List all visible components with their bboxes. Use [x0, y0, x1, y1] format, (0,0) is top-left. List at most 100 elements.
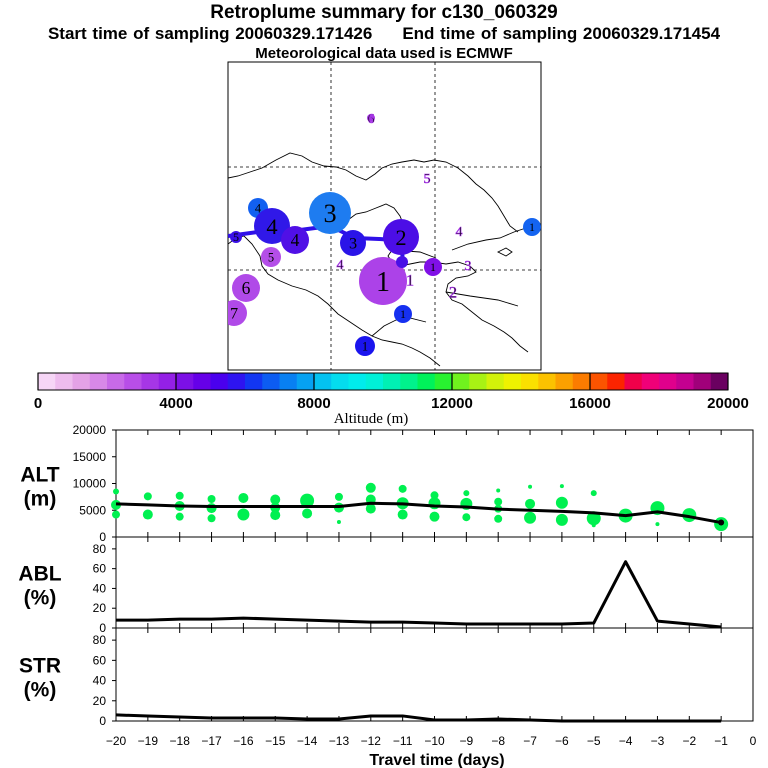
x-tick-label: −5	[587, 734, 601, 748]
plume-day-label: 4	[255, 201, 262, 215]
map-day-label: 5	[424, 172, 431, 187]
y-tick-label: 60	[93, 562, 107, 576]
alt-scatter-point	[555, 496, 568, 509]
colorbar-ticks: 0 4000 8000 12000 16000 20000	[34, 373, 749, 412]
alt-scatter-point	[463, 490, 470, 497]
x-tick-label: −9	[460, 734, 474, 748]
plume-circle	[367, 114, 375, 122]
x-tick-label: −1	[714, 734, 728, 748]
colorbar-cell	[89, 373, 108, 390]
colorbar-cell	[555, 373, 574, 390]
plume-day-label: 1	[376, 267, 390, 298]
alt-scatter-point	[334, 492, 343, 501]
x-tick-label: −2	[682, 734, 696, 748]
plume-day-label: 3	[323, 199, 336, 228]
alt-scatter-point	[112, 510, 120, 519]
plume-circle	[228, 300, 247, 326]
alt-scatter-point	[462, 513, 471, 522]
colorbar-cell	[227, 373, 246, 390]
colorbar-cell	[210, 373, 229, 390]
plume-day-label: 5	[268, 250, 274, 264]
colorbar-cell	[469, 373, 487, 390]
colorbar-cell	[452, 373, 470, 390]
alt-scatter-point	[142, 509, 153, 520]
panel-ylabel-units: (m)	[24, 488, 57, 511]
alt-scatter-point	[365, 482, 376, 493]
met-data-label: Meteorological data used is ECMWF	[255, 45, 513, 62]
alt-scatter-point	[496, 488, 501, 493]
alt-scatter-point	[559, 484, 564, 489]
map-day-label: 4	[456, 225, 463, 240]
y-tick-label: 60	[93, 653, 107, 667]
x-tick-label: −15	[265, 734, 286, 748]
panel-ylabel: ALT	[20, 464, 59, 487]
plume-day-label: 5	[233, 230, 239, 244]
alt-scatter-point	[300, 493, 315, 508]
alt-scatter-point	[586, 511, 601, 526]
colorbar-cell	[38, 373, 56, 390]
alt-scatter-point	[398, 484, 407, 493]
colorbar-cell	[659, 373, 677, 390]
alt-scatter-point	[590, 490, 597, 497]
colorbar-cell	[434, 373, 453, 390]
colorbar-cell	[193, 373, 211, 390]
alt-scatter-point	[207, 495, 216, 504]
colorbar-cell	[521, 373, 539, 390]
x-axis: −20 −19 −18 −17 −16 −15 −14 −13 −12 −11 −10 −9 −8 −7−…	[106, 734, 757, 768]
colorbar-cell	[348, 373, 367, 390]
plume-day-label: 1	[400, 307, 406, 321]
colorbar-tick-label: 4000	[159, 395, 192, 412]
colorbar-cell	[245, 373, 263, 390]
plume-day-label: 1	[529, 220, 535, 234]
y-tick-label: 15000	[73, 450, 107, 464]
panel-ylabel-units: (%)	[24, 587, 57, 610]
colorbar-cell	[314, 373, 332, 390]
panel-frame	[115, 627, 754, 722]
x-tick-label: −3	[651, 734, 665, 748]
x-tick-label: −11	[393, 734, 413, 748]
colorbar-cell	[124, 373, 142, 390]
colorbar-cell	[538, 373, 556, 390]
alt-scatter-point	[494, 497, 503, 506]
colorbar-cell	[710, 373, 729, 390]
colorbar-cell	[383, 373, 401, 390]
x-tick-label: −7	[523, 734, 537, 748]
map-day-label: 6	[368, 112, 375, 127]
colorbar-cell	[590, 373, 608, 390]
colorbar-cell	[417, 373, 436, 390]
x-axis-title: Travel time (days)	[369, 752, 504, 768]
colorbar-cell	[365, 373, 384, 390]
y-tick-label: 40	[93, 674, 107, 688]
x-tick-label: −20	[106, 734, 127, 748]
plume-circle	[355, 336, 375, 356]
plume-circle	[359, 257, 407, 305]
plume-circle	[281, 226, 309, 254]
plume-day-label: 1	[362, 339, 368, 353]
alt-end-marker	[718, 519, 725, 526]
x-tick-label: −16	[233, 734, 254, 748]
plume-day-label: 6	[242, 278, 251, 298]
alt-scatter-point	[494, 514, 503, 523]
plume-circle	[396, 256, 408, 268]
plume-circle	[383, 219, 419, 255]
alt-scatter-point	[430, 491, 439, 500]
alt-scatter-point	[365, 503, 376, 514]
x-tick-label: −6	[555, 734, 569, 748]
alt-scatter-point	[270, 494, 281, 505]
alt-scatter-point	[238, 492, 249, 503]
colorbar-cell	[72, 373, 91, 390]
y-tick-label: 0	[99, 530, 106, 544]
x-tick-label: −12	[361, 734, 382, 748]
alt-scatter-point	[270, 510, 281, 521]
colorbar-cell	[55, 373, 73, 390]
x-tick-label: 0	[750, 734, 757, 748]
plume-day-label: 4	[291, 230, 300, 250]
colorbar-tick-label: 8000	[297, 395, 330, 412]
plume-day-label: 1	[430, 260, 436, 274]
colorbar-cell	[676, 373, 694, 390]
alt-scatter-point	[237, 508, 250, 521]
border-line	[445, 291, 519, 307]
colorbar-cell	[607, 373, 625, 390]
